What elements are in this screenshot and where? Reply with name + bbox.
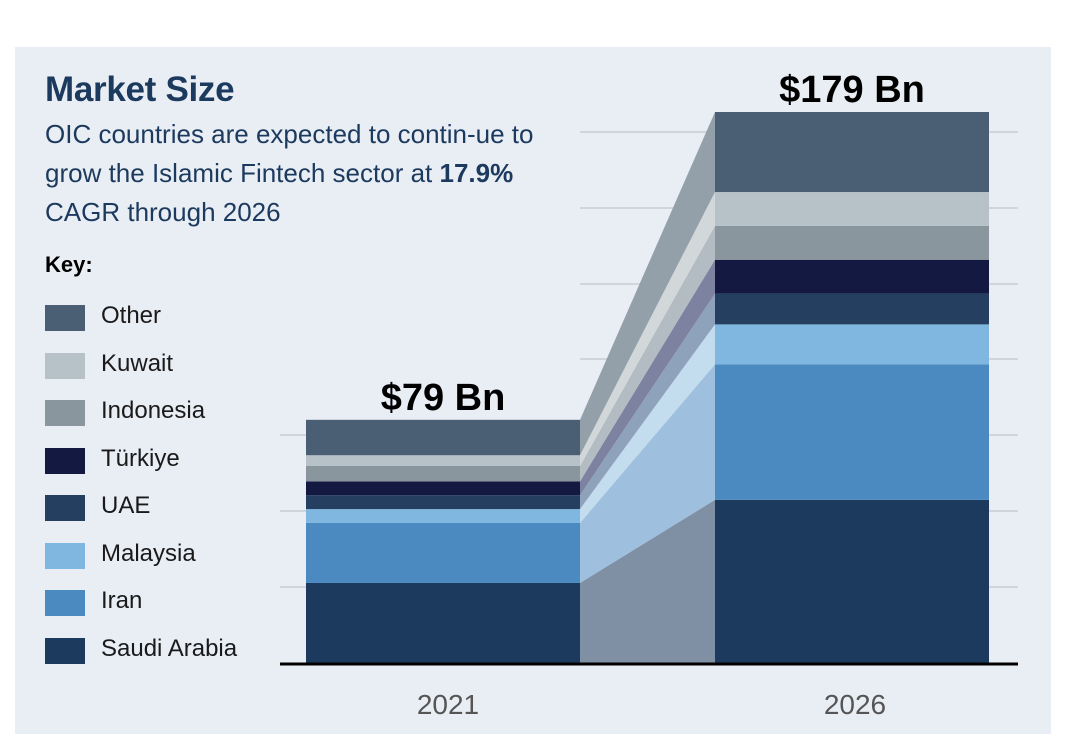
legend-swatch	[45, 590, 85, 616]
bar-segment-kuwait-2026	[715, 192, 989, 226]
connector-band-indonesia	[580, 225, 715, 482]
legend-heading: Key:	[45, 252, 93, 277]
legend-label: Kuwait	[101, 349, 174, 377]
bar-segment-iran-2021	[306, 522, 580, 583]
subtitle-suffix: CAGR through 2026	[45, 197, 281, 227]
bar-segment-other-2026	[715, 112, 989, 193]
subtitle-prefix: OIC countries are expected to contin-ue …	[45, 119, 534, 188]
legend-label: Iran	[101, 587, 143, 614]
legend-item: Malaysia	[45, 538, 285, 569]
x-tick-label: 2026	[824, 689, 886, 720]
cagr-highlight: 17.9%	[439, 158, 514, 188]
legend-item: Kuwait	[45, 348, 285, 379]
bar-segment-other-2021	[306, 419, 580, 456]
bar-segment-uae-2026	[715, 293, 989, 325]
bar-total-label: $79 Bn	[381, 377, 506, 419]
legend-swatch	[45, 400, 85, 426]
legend-label: Türkiye	[101, 444, 180, 472]
bar-segment-uae-2021	[306, 495, 580, 510]
legend-label: Malaysia	[101, 539, 196, 567]
connector-band-other	[580, 112, 715, 456]
legend-item: Türkiye	[45, 443, 285, 474]
bar-total-label: $179 Bn	[779, 69, 925, 111]
bar-segment-t-rkiye-2021	[306, 481, 580, 496]
connector-band-kuwait	[580, 192, 715, 466]
legend-swatch	[45, 447, 85, 474]
legend-swatch	[45, 637, 85, 664]
chart-title: Market Size	[45, 70, 235, 109]
legend-item: UAE	[45, 490, 285, 521]
bar-segment-t-rkiye-2026	[715, 259, 989, 294]
legend-item: Iran	[45, 585, 285, 616]
legend-label: Other	[101, 302, 162, 329]
connector-band-iran	[580, 364, 715, 583]
legend-swatch	[45, 542, 85, 569]
bar-segment-saudi-arabia-2021	[306, 582, 580, 663]
bar-segment-kuwait-2021	[306, 455, 580, 466]
bar-segment-indonesia-2021	[306, 465, 580, 482]
legend-label: Indonesia	[101, 397, 206, 424]
bar-segment-malaysia-2021	[306, 509, 580, 523]
bar-segment-indonesia-2026	[715, 225, 989, 260]
legend-swatch	[45, 495, 85, 521]
legend-label: UAE	[101, 492, 151, 519]
x-tick-label: 2021	[417, 689, 479, 720]
legend-item: Indonesia	[45, 395, 285, 426]
connector-band-t-rkiye	[580, 259, 715, 496]
chart-subtitle: OIC countries are expected to contin-ue …	[45, 115, 585, 232]
legend-item: Other	[45, 300, 285, 331]
connector-band-saudi-arabia	[580, 499, 715, 663]
bar-segment-iran-2026	[715, 364, 989, 500]
bar-segment-saudi-arabia-2026	[715, 499, 989, 663]
legend-item: Saudi Arabia	[45, 633, 285, 664]
legend-swatch	[45, 305, 85, 331]
connector-band-uae	[580, 293, 715, 510]
legend-label: Saudi Arabia	[101, 634, 238, 662]
connector-band-malaysia	[580, 324, 715, 523]
legend-swatch	[45, 352, 85, 379]
bar-segment-malaysia-2026	[715, 324, 989, 365]
